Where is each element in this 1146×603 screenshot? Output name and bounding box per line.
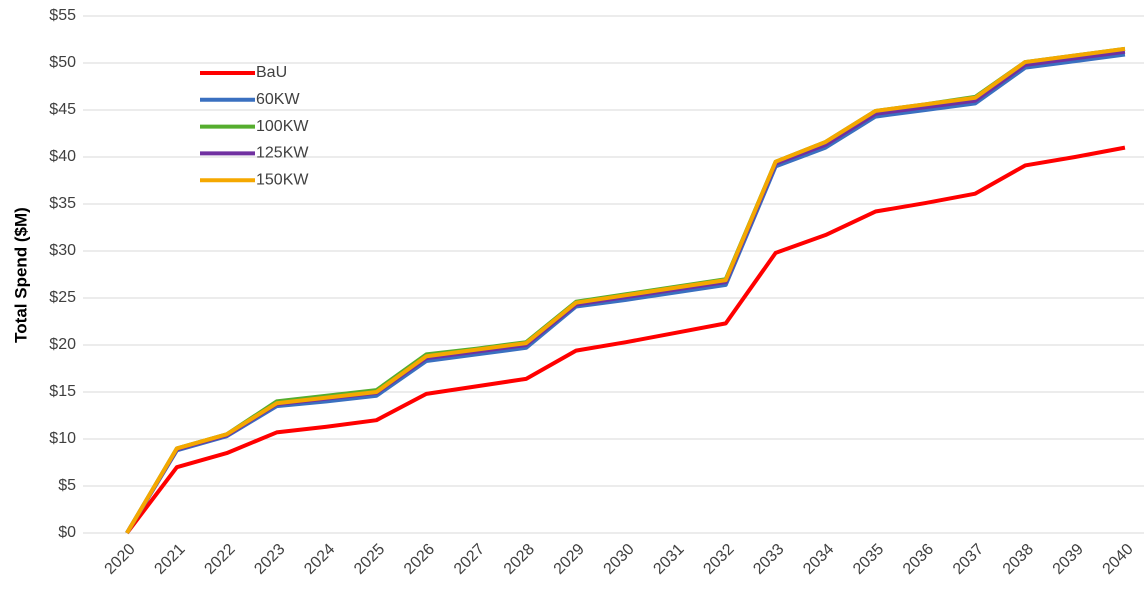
x-tick-label: 2026 xyxy=(401,541,438,578)
x-tick-label: 2040 xyxy=(1100,541,1137,578)
y-tick-label: $45 xyxy=(49,101,76,118)
x-tick-label: 2023 xyxy=(251,541,288,578)
y-tick-label: $10 xyxy=(49,430,76,447)
x-tick-label: 2020 xyxy=(102,541,139,578)
x-tick-label: 2031 xyxy=(650,541,687,578)
y-tick-label: $30 xyxy=(49,242,76,259)
x-tick-label: 2037 xyxy=(950,541,987,578)
legend-label: 125KW xyxy=(256,145,309,162)
x-tick-label: 2029 xyxy=(551,541,588,578)
y-axis-label: Total Spend ($M) xyxy=(11,207,30,343)
x-tick-label: 2024 xyxy=(301,541,338,578)
y-tick-label: $50 xyxy=(49,54,76,71)
x-tick-label: 2036 xyxy=(900,541,937,578)
y-tick-label: $40 xyxy=(49,148,76,165)
y-tick-label: $20 xyxy=(49,336,76,353)
legend-label: 60KW xyxy=(256,91,300,108)
series-line xyxy=(125,46,1126,535)
x-tick-label: 2021 xyxy=(151,541,188,578)
series-line xyxy=(125,145,1126,535)
x-tick-label: 2022 xyxy=(201,541,238,578)
x-tick-label: 2039 xyxy=(1050,541,1087,578)
legend-label: 100KW xyxy=(256,118,309,135)
y-tick-label: $15 xyxy=(49,383,76,400)
y-tick-label: $0 xyxy=(58,524,76,541)
x-tick-label: 2034 xyxy=(800,541,837,578)
x-tick-label: 2032 xyxy=(700,541,737,578)
y-tick-label: $25 xyxy=(49,289,76,306)
x-tick-label: 2028 xyxy=(501,541,538,578)
series-line xyxy=(125,52,1126,535)
y-tick-label: $5 xyxy=(58,477,76,494)
x-tick-label: 2027 xyxy=(451,541,488,578)
x-tick-label: 2038 xyxy=(1000,541,1037,578)
legend-label: BaU xyxy=(256,64,287,81)
x-tick-label: 2033 xyxy=(750,541,787,578)
y-tick-label: $35 xyxy=(49,195,76,212)
x-tick-label: 2035 xyxy=(850,541,887,578)
legend-label: 150KW xyxy=(256,171,309,188)
y-tick-label: $55 xyxy=(49,7,76,24)
x-tick-label: 2025 xyxy=(351,541,388,578)
x-tick-label: 2030 xyxy=(601,541,638,578)
